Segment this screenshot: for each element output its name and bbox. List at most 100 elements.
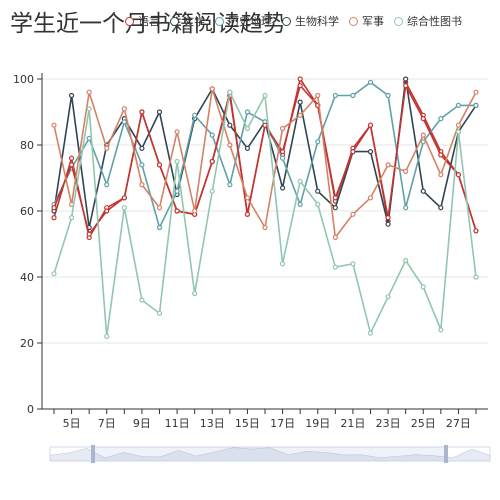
series-group <box>51 76 479 339</box>
data-point <box>244 109 251 115</box>
data-point <box>86 106 92 112</box>
data-point <box>156 205 163 211</box>
x-tick-label: 27日 <box>446 417 471 430</box>
y-tick-label: 0 <box>27 403 34 416</box>
legend-item[interactable]: 语言 <box>125 13 160 29</box>
data-point <box>332 205 338 211</box>
data-point <box>403 168 409 174</box>
legend-marker-icon <box>349 16 358 26</box>
data-point <box>139 109 145 115</box>
data-point <box>121 119 127 125</box>
data-point <box>104 145 110 151</box>
data-point <box>297 76 303 82</box>
data-point <box>473 228 479 234</box>
data-point <box>174 158 180 165</box>
slider-window[interactable] <box>93 447 446 461</box>
data-point <box>192 208 198 214</box>
x-tick-label: 15日 <box>235 417 260 430</box>
data-point <box>297 99 303 105</box>
data-point <box>367 149 374 155</box>
legend-label: 军事 <box>362 15 384 28</box>
data-point <box>244 145 251 151</box>
data-point <box>209 188 215 194</box>
legend-item[interactable]: 生物科学 <box>282 13 339 29</box>
chart-title: 学生近一个月书籍阅读趋势 <box>10 11 286 37</box>
data-point <box>315 188 321 194</box>
data-point <box>297 201 303 207</box>
legend-item[interactable]: 文学 <box>170 13 205 29</box>
x-tick-label: 19日 <box>305 417 330 430</box>
data-point <box>403 76 409 82</box>
data-zoom-slider[interactable] <box>49 445 491 463</box>
data-point <box>350 211 356 217</box>
data-point <box>403 82 409 89</box>
y-tick-label: 20 <box>20 337 34 350</box>
data-point <box>367 330 374 336</box>
legend-item[interactable]: 历史地理 <box>215 13 272 29</box>
legend-label: 综合性图书 <box>407 15 462 28</box>
x-axis: 5日 7日 9日 11日 13日 15日 17日 19日 21日 23日 25日 27日 <box>42 408 488 430</box>
data-point <box>68 92 75 99</box>
data-point <box>68 215 75 221</box>
y-tick-label: 60 <box>20 205 34 218</box>
data-point <box>104 333 110 339</box>
data-point <box>473 89 479 95</box>
data-point <box>156 310 163 316</box>
data-point <box>420 188 426 194</box>
data-point <box>420 284 426 290</box>
series-军事 <box>51 86 479 240</box>
data-point <box>139 162 145 168</box>
x-tick-label: 17日 <box>270 417 295 430</box>
data-point <box>51 215 57 221</box>
series-line <box>53 88 477 240</box>
data-point <box>350 261 356 267</box>
data-point <box>209 132 215 138</box>
series-生物科学 <box>51 82 479 237</box>
data-point <box>332 264 338 270</box>
legend-item[interactable]: 综合性图书 <box>394 13 462 29</box>
series-line <box>53 81 476 230</box>
data-point <box>139 182 145 188</box>
x-tick-label: 21日 <box>340 417 365 430</box>
data-point <box>420 139 426 145</box>
slider-handle-left[interactable] <box>91 445 95 463</box>
data-point <box>455 172 462 178</box>
data-point <box>350 149 356 155</box>
data-point <box>403 257 409 264</box>
data-point <box>385 92 391 99</box>
legend-item[interactable]: 军事 <box>349 13 384 29</box>
data-point <box>315 139 321 145</box>
data-point <box>139 145 145 151</box>
data-point <box>420 115 426 122</box>
legend-label: 生物科学 <box>295 15 339 28</box>
legend-marker-icon <box>215 16 224 26</box>
data-point <box>244 125 251 132</box>
data-point <box>139 297 145 303</box>
x-tick-label: 9日 <box>133 417 151 430</box>
data-point <box>51 271 57 277</box>
data-point <box>385 294 391 300</box>
data-point <box>86 231 92 237</box>
data-point <box>262 92 268 99</box>
legend-marker-icon <box>170 16 179 26</box>
legend-marker-icon <box>125 16 134 26</box>
data-point <box>367 122 374 128</box>
legend-label: 语言 <box>138 15 160 28</box>
data-point <box>104 182 110 188</box>
data-point <box>367 195 374 201</box>
data-point <box>297 112 303 118</box>
data-point <box>455 129 462 135</box>
y-tick-label: 40 <box>20 271 34 284</box>
data-point <box>367 79 374 85</box>
data-point <box>315 201 321 207</box>
data-point <box>121 205 127 211</box>
data-point <box>174 129 180 135</box>
data-point <box>332 234 338 240</box>
data-point <box>279 155 286 161</box>
data-point <box>227 142 233 148</box>
data-point <box>192 290 198 297</box>
slider-handle-right[interactable] <box>444 445 448 463</box>
data-point <box>227 122 233 128</box>
slider-preview <box>49 447 491 462</box>
